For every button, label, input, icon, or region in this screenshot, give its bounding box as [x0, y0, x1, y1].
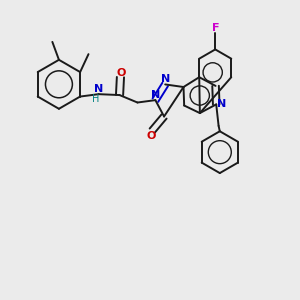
- Text: O: O: [117, 68, 126, 78]
- Text: H: H: [92, 94, 99, 104]
- Text: N: N: [151, 90, 160, 100]
- Text: F: F: [212, 23, 219, 33]
- Text: N: N: [161, 74, 170, 84]
- Text: N: N: [217, 99, 226, 109]
- Text: N: N: [94, 84, 104, 94]
- Text: O: O: [146, 131, 156, 141]
